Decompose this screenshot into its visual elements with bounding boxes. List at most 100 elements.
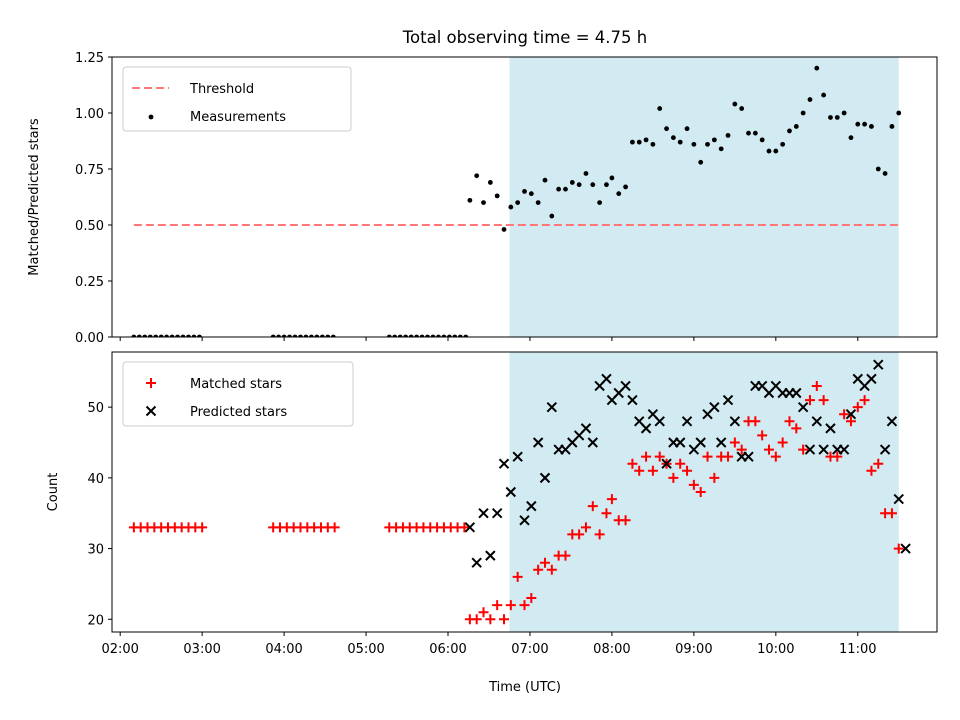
y-axis-label: Matched/Predicted stars: [27, 118, 42, 276]
measurement-point: [604, 182, 609, 188]
measurement-point: [325, 334, 331, 337]
measurement-point: [855, 121, 861, 127]
measurement-point: [636, 139, 642, 145]
matched-star-point: [519, 600, 530, 611]
measurement-point: [287, 334, 292, 337]
predicted-star-point: [722, 394, 734, 406]
measurement-point: [467, 197, 473, 203]
x-tick-label: 10:00: [757, 642, 794, 657]
predicted-star-point: [791, 387, 802, 399]
legend-box: [122, 361, 354, 427]
measurement-point: [664, 126, 669, 132]
predicted-star-point: [580, 423, 592, 434]
bottom-panel-counts: 20 30 40 50 02:00 03:00 04:00 05:00 06:00 07:00 08…: [46, 351, 938, 657]
matched-star-point: [682, 465, 693, 476]
predicted-star-point: [797, 401, 809, 413]
predicted-star-point: [866, 373, 877, 385]
measurement-point: [583, 171, 589, 176]
predicted-star-point: [709, 401, 720, 413]
measurement-point: [875, 166, 881, 172]
x-tick-label: 02:00: [101, 642, 138, 657]
legend-measurement-swatch: [148, 114, 154, 120]
matched-star-point: [647, 465, 658, 476]
x-tick-label: 05:00: [347, 642, 384, 657]
predicted-star-point: [804, 444, 816, 455]
measurement-point: [766, 148, 772, 154]
matched-star-point: [818, 395, 829, 406]
x-tick-label: 08:00: [593, 642, 630, 657]
matched-star-point: [539, 557, 550, 568]
matched-star-point: [526, 593, 537, 604]
matched-star-point: [560, 550, 571, 561]
matched-star-point: [546, 564, 557, 575]
measurement-point: [841, 110, 847, 116]
y-tick-label: 1.00: [75, 107, 104, 122]
matched-star-point: [675, 458, 686, 469]
matched-star-point: [791, 423, 802, 434]
measurement-point: [303, 334, 309, 337]
y-tick-label: 0.75: [75, 163, 104, 178]
measurement-point: [889, 124, 895, 129]
matched-star-point: [893, 543, 904, 554]
measurement-point: [147, 334, 153, 337]
matched-star-point: [459, 522, 470, 533]
predicted-star-point: [695, 437, 706, 448]
measurement-point: [314, 334, 320, 337]
shaded-observing-window: [509, 57, 899, 337]
measurement-point: [569, 180, 575, 185]
predicted-star-point: [893, 493, 904, 505]
measurement-point: [828, 115, 833, 120]
measurement-point: [392, 334, 398, 337]
measurement-point: [800, 110, 806, 116]
measurement-point: [556, 186, 562, 192]
matched-star-point: [668, 472, 679, 483]
measurement-point: [725, 133, 731, 138]
matched-star-point: [634, 465, 645, 476]
predicted-star-point: [485, 550, 496, 561]
measurement-point: [186, 334, 191, 337]
axes-frame: [111, 56, 938, 338]
measurement-point: [276, 334, 282, 337]
matched-star-point: [533, 564, 544, 575]
measurement-point: [436, 334, 441, 337]
matched-star-point: [471, 614, 482, 625]
measurement-point: [597, 200, 603, 206]
measurement-point: [330, 334, 336, 337]
matched-star-point: [197, 522, 208, 533]
measurement-point: [463, 334, 469, 337]
measurement-point: [408, 334, 414, 337]
measurement-point: [425, 334, 430, 337]
legend-predicted-swatch: [145, 405, 157, 417]
matched-star-point: [798, 444, 809, 455]
matched-star-point: [839, 409, 850, 420]
measurement-point: [164, 334, 170, 337]
matched-star-point: [702, 451, 713, 462]
measurement-point: [508, 204, 514, 210]
predicted-star-point: [491, 508, 503, 519]
matched-star-point: [709, 472, 720, 483]
matched-star-point: [601, 508, 612, 519]
measurement-point: [705, 141, 710, 147]
matched-star-point: [688, 479, 699, 490]
predicted-star-point: [587, 437, 599, 448]
matched-star-point: [587, 501, 598, 512]
x-tick-label: 09:00: [675, 642, 712, 657]
predicted-star-point: [681, 416, 693, 427]
measurement-point: [457, 334, 463, 337]
measurement-point: [298, 334, 303, 337]
measurement-point: [848, 135, 854, 141]
matched-star-point: [478, 607, 489, 618]
matched-star-point: [723, 451, 734, 462]
measurement-point: [670, 135, 676, 141]
measurement-point: [780, 141, 786, 147]
measurement-point: [452, 334, 458, 337]
measurement-point: [169, 334, 175, 337]
measurement-point: [807, 97, 813, 102]
measurement-point: [896, 110, 902, 116]
measurement-point: [821, 92, 827, 98]
measurement-point: [153, 334, 159, 337]
measurement-point: [718, 146, 724, 152]
predicted-star-point: [838, 444, 850, 455]
matched-star-point: [620, 515, 631, 526]
matched-star-point: [574, 529, 585, 540]
